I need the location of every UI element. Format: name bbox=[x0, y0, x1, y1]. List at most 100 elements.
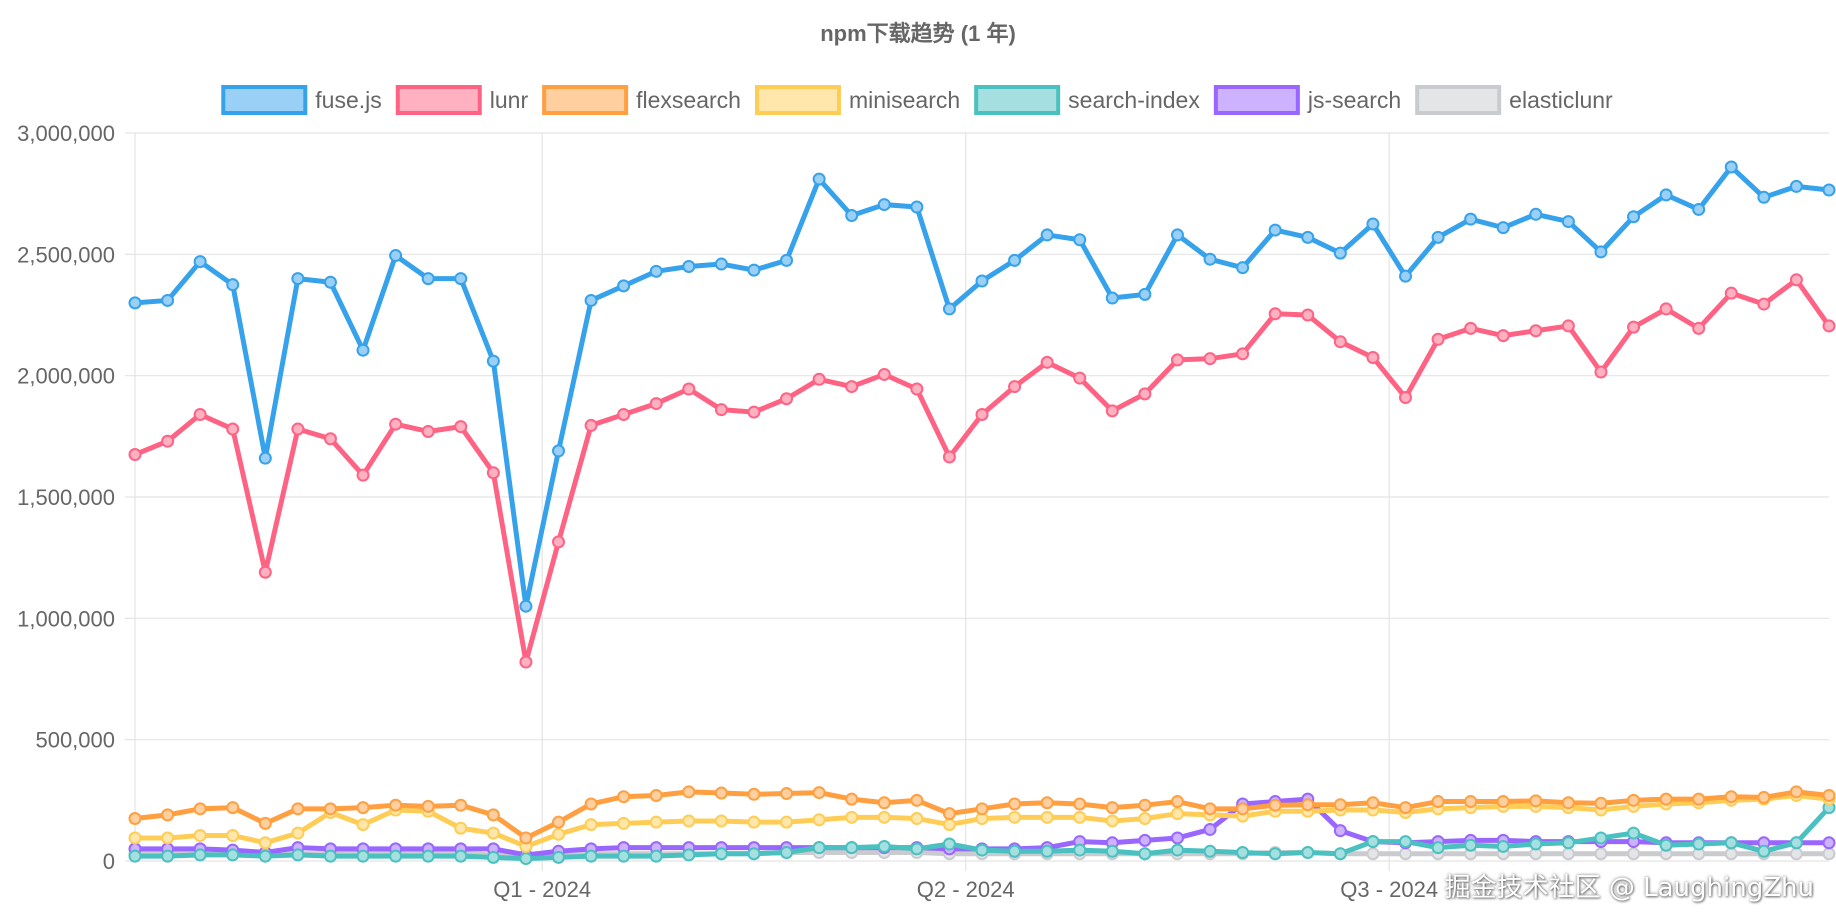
data-point-flexsearch[interactable] bbox=[291, 802, 305, 816]
data-point-minisearch[interactable] bbox=[486, 826, 500, 840]
data-point-fuse-js[interactable] bbox=[910, 200, 924, 214]
data-point-fuse-js[interactable] bbox=[258, 451, 272, 465]
data-point-lunr[interactable] bbox=[1105, 404, 1119, 418]
legend-item-js-search[interactable]: js-search bbox=[1213, 85, 1401, 115]
data-point-search-index[interactable] bbox=[877, 839, 891, 853]
data-point-minisearch[interactable] bbox=[258, 836, 272, 850]
data-point-fuse-js[interactable] bbox=[747, 263, 761, 277]
data-point-fuse-js[interactable] bbox=[1105, 291, 1119, 305]
data-point-search-index[interactable] bbox=[682, 848, 696, 862]
data-point-minisearch[interactable] bbox=[682, 814, 696, 828]
data-point-search-index[interactable] bbox=[291, 848, 305, 862]
data-point-fuse-js[interactable] bbox=[1659, 188, 1673, 202]
data-point-search-index[interactable] bbox=[780, 846, 794, 860]
data-point-lunr[interactable] bbox=[1724, 286, 1738, 300]
data-point-search-index[interactable] bbox=[714, 847, 728, 861]
legend-item-elasticlunr[interactable]: elasticlunr bbox=[1415, 85, 1613, 115]
data-point-search-index[interactable] bbox=[454, 849, 468, 863]
data-point-search-index[interactable] bbox=[1561, 836, 1575, 850]
data-point-search-index[interactable] bbox=[845, 841, 859, 855]
data-point-minisearch[interactable] bbox=[877, 810, 891, 824]
legend-item-flexsearch[interactable]: flexsearch bbox=[542, 85, 741, 115]
data-point-search-index[interactable] bbox=[649, 849, 663, 863]
data-point-fuse-js[interactable] bbox=[1236, 261, 1250, 275]
data-point-fuse-js[interactable] bbox=[421, 272, 435, 286]
data-point-lunr[interactable] bbox=[421, 424, 435, 438]
data-point-fuse-js[interactable] bbox=[845, 209, 859, 223]
data-point-fuse-js[interactable] bbox=[1627, 210, 1641, 224]
data-point-search-index[interactable] bbox=[942, 837, 956, 851]
data-point-fuse-js[interactable] bbox=[552, 444, 565, 458]
data-point-search-index[interactable] bbox=[584, 849, 598, 863]
data-point-search-index[interactable] bbox=[1724, 836, 1738, 850]
data-point-lunr[interactable] bbox=[877, 367, 891, 381]
data-point-fuse-js[interactable] bbox=[486, 354, 500, 368]
data-point-minisearch[interactable] bbox=[552, 827, 565, 841]
data-point-flexsearch[interactable] bbox=[1008, 797, 1022, 811]
data-point-fuse-js[interactable] bbox=[649, 264, 663, 278]
data-point-js-search[interactable] bbox=[1333, 824, 1347, 838]
data-point-lunr[interactable] bbox=[1301, 308, 1315, 322]
data-point-fuse-js[interactable] bbox=[519, 599, 533, 613]
data-point-minisearch[interactable] bbox=[1170, 807, 1184, 821]
data-point-fuse-js[interactable] bbox=[812, 172, 826, 186]
data-point-lunr[interactable] bbox=[519, 655, 533, 669]
data-point-search-index[interactable] bbox=[421, 849, 435, 863]
data-point-lunr[interactable] bbox=[910, 382, 924, 396]
data-point-fuse-js[interactable] bbox=[780, 253, 794, 267]
data-point-elasticlunr[interactable] bbox=[1822, 847, 1836, 861]
data-point-minisearch[interactable] bbox=[193, 829, 207, 843]
data-point-flexsearch[interactable] bbox=[193, 802, 207, 816]
data-point-lunr[interactable] bbox=[323, 432, 337, 446]
data-point-search-index[interactable] bbox=[1170, 843, 1184, 857]
data-point-flexsearch[interactable] bbox=[584, 797, 598, 811]
data-point-flexsearch[interactable] bbox=[1236, 802, 1250, 816]
data-point-minisearch[interactable] bbox=[1105, 814, 1119, 828]
data-point-elasticlunr[interactable] bbox=[1399, 847, 1412, 861]
data-point-flexsearch[interactable] bbox=[780, 787, 794, 801]
legend-item-lunr[interactable]: lunr bbox=[395, 85, 529, 115]
data-point-fuse-js[interactable] bbox=[584, 293, 598, 307]
data-point-search-index[interactable] bbox=[1301, 846, 1315, 860]
data-point-lunr[interactable] bbox=[356, 468, 370, 482]
data-point-fuse-js[interactable] bbox=[291, 272, 305, 286]
data-point-lunr[interactable] bbox=[1399, 391, 1412, 405]
data-point-flexsearch[interactable] bbox=[1268, 798, 1282, 812]
data-point-lunr[interactable] bbox=[1333, 335, 1347, 349]
data-point-lunr[interactable] bbox=[584, 418, 598, 432]
data-point-lunr[interactable] bbox=[1496, 329, 1510, 343]
data-point-flexsearch[interactable] bbox=[1724, 790, 1738, 804]
data-point-minisearch[interactable] bbox=[1008, 810, 1022, 824]
data-point-minisearch[interactable] bbox=[910, 812, 924, 826]
data-point-fuse-js[interactable] bbox=[1561, 215, 1575, 229]
legend-item-fuse-js[interactable]: fuse.js bbox=[221, 85, 382, 115]
data-point-lunr[interactable] bbox=[1789, 273, 1803, 287]
data-point-flexsearch[interactable] bbox=[258, 816, 272, 830]
data-point-minisearch[interactable] bbox=[812, 813, 826, 827]
data-point-lunr[interactable] bbox=[291, 422, 305, 436]
data-point-flexsearch[interactable] bbox=[1757, 790, 1771, 804]
data-point-flexsearch[interactable] bbox=[128, 812, 142, 826]
data-point-search-index[interactable] bbox=[1757, 844, 1771, 858]
data-point-js-search[interactable] bbox=[1138, 833, 1152, 847]
data-point-fuse-js[interactable] bbox=[877, 198, 891, 212]
data-point-search-index[interactable] bbox=[552, 850, 565, 864]
data-point-flexsearch[interactable] bbox=[1333, 798, 1347, 812]
data-point-fuse-js[interactable] bbox=[1333, 246, 1347, 260]
data-point-flexsearch[interactable] bbox=[845, 792, 859, 806]
data-point-flexsearch[interactable] bbox=[910, 793, 924, 807]
data-point-lunr[interactable] bbox=[975, 407, 989, 421]
data-point-fuse-js[interactable] bbox=[161, 293, 175, 307]
data-point-search-index[interactable] bbox=[1659, 838, 1673, 852]
data-point-flexsearch[interactable] bbox=[323, 802, 337, 816]
data-point-flexsearch[interactable] bbox=[1040, 796, 1054, 810]
data-point-fuse-js[interactable] bbox=[1431, 230, 1445, 244]
data-point-fuse-js[interactable] bbox=[1692, 202, 1706, 216]
data-point-lunr[interactable] bbox=[1008, 380, 1022, 394]
data-point-lunr[interactable] bbox=[1659, 302, 1673, 316]
data-point-lunr[interactable] bbox=[1431, 332, 1445, 346]
data-point-search-index[interactable] bbox=[519, 852, 533, 866]
data-point-search-index[interactable] bbox=[1333, 847, 1347, 861]
data-point-search-index[interactable] bbox=[356, 849, 370, 863]
data-point-search-index[interactable] bbox=[1366, 835, 1380, 849]
